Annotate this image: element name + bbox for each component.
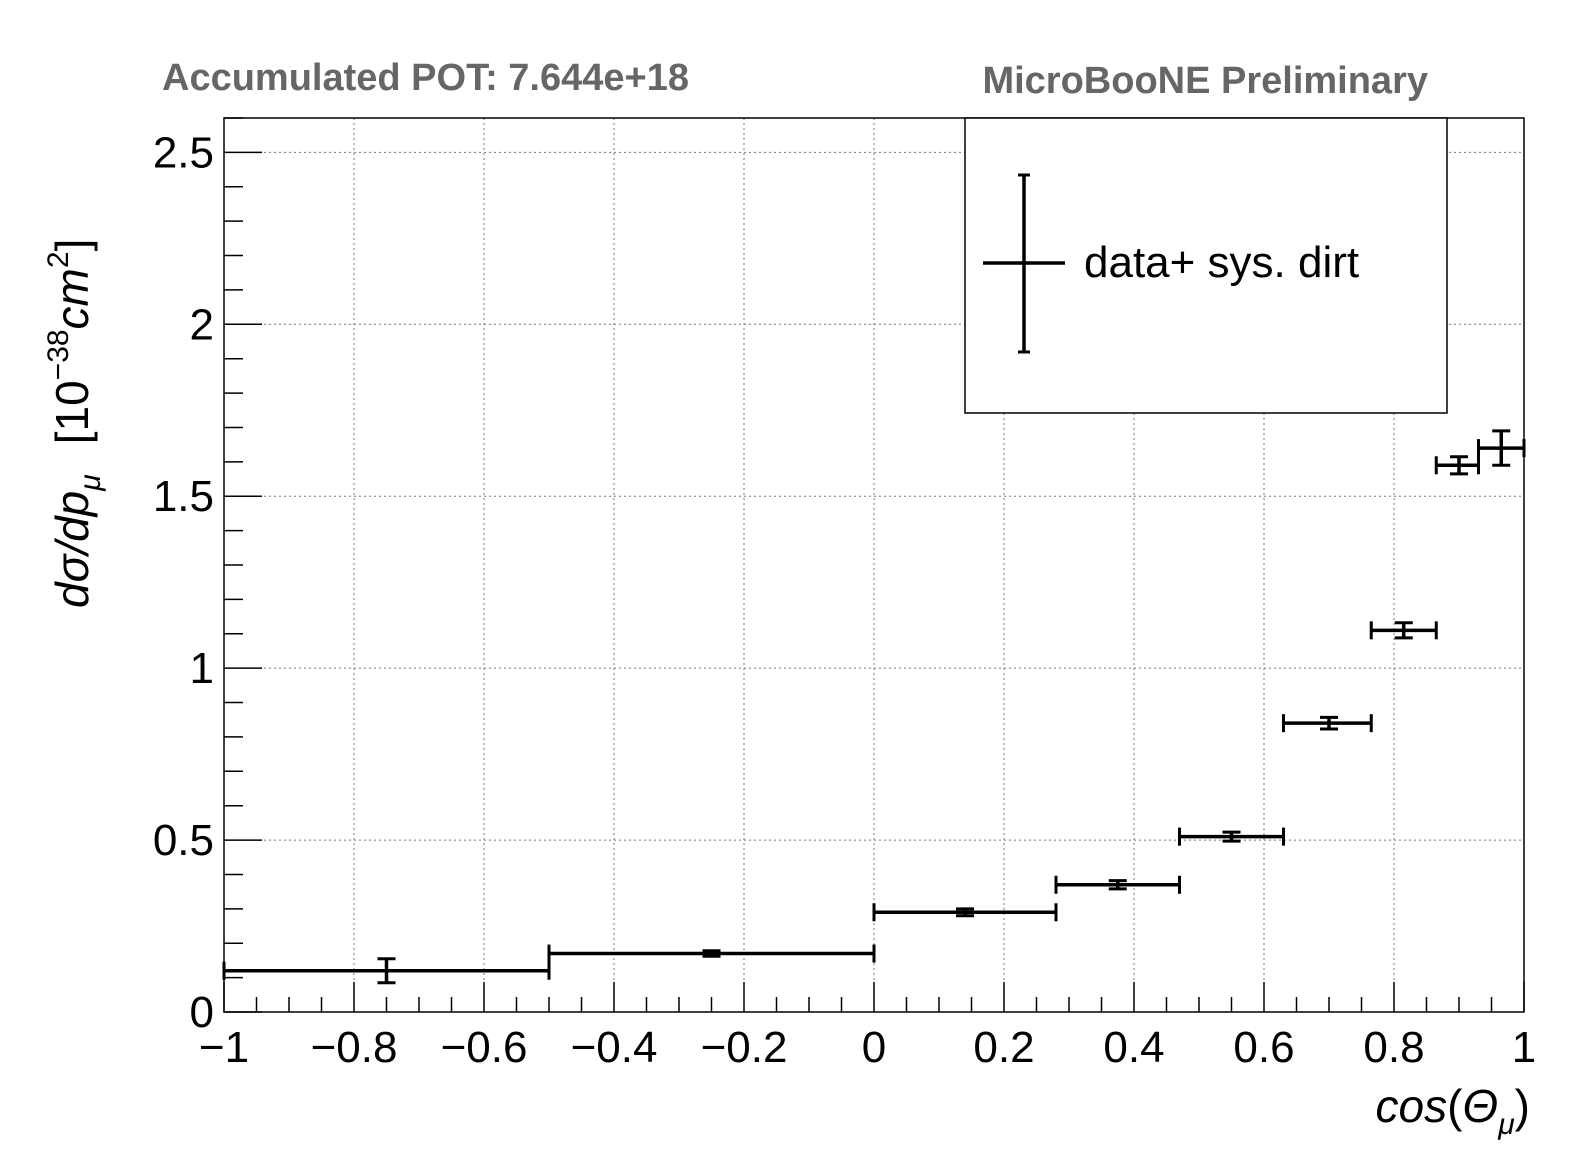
pot-header: Accumulated POT: 7.644e+18 [162, 57, 689, 99]
data-point [872, 903, 1058, 922]
x-tick-label: 0.4 [1103, 1023, 1164, 1072]
y-tick-label: 2 [190, 300, 214, 349]
y-tick-label: 2.5 [153, 128, 214, 177]
x-tick-label: −0.8 [311, 1023, 398, 1072]
data-point [1178, 827, 1285, 846]
x-tick-label: 0 [862, 1023, 886, 1072]
x-tick-label: −0.6 [441, 1023, 528, 1072]
data-point [1434, 455, 1480, 476]
y-axis-title: dσ/dpμ[10−38cm2] [42, 239, 107, 608]
legend-marker [983, 173, 1065, 354]
data-point [1054, 875, 1181, 894]
data-series [222, 429, 1526, 985]
axes: −1 −0.8 −0.6 −0.4 −0.2 0 0.2 0.4 0.6 0.8 1 0 0.5 1 1.5… [153, 117, 1536, 1072]
data-point [547, 944, 876, 963]
data-point [1282, 714, 1373, 733]
x-tick-label: −0.2 [701, 1023, 788, 1072]
legend-label: data+ sys. dirt [1084, 238, 1359, 287]
y-tick-label: 0 [190, 988, 214, 1037]
x-tick-label: 0.2 [973, 1023, 1034, 1072]
x-tick-label: −1 [199, 1023, 249, 1072]
legend-box [964, 117, 1448, 414]
svg-text:dσ/dpμ[10−38cm2]: dσ/dpμ[10−38cm2] [42, 239, 107, 608]
experiment-header: MicroBooNE Preliminary [982, 60, 1428, 102]
y-tick-label: 0.5 [153, 816, 214, 865]
data-point [1477, 429, 1526, 467]
x-tick-label: −0.4 [571, 1023, 658, 1072]
x-tick-label: 0.8 [1363, 1023, 1424, 1072]
data-point [222, 957, 551, 985]
x-axis-title: cos(Θμ) [1376, 1080, 1530, 1141]
x-tick-label: 1 [1512, 1023, 1536, 1072]
y-tick-label: 1 [190, 644, 214, 693]
x-tick-label: 0.6 [1233, 1023, 1294, 1072]
grid [224, 118, 1524, 1012]
data-point [1369, 621, 1438, 640]
y-tick-label: 1.5 [153, 472, 214, 521]
